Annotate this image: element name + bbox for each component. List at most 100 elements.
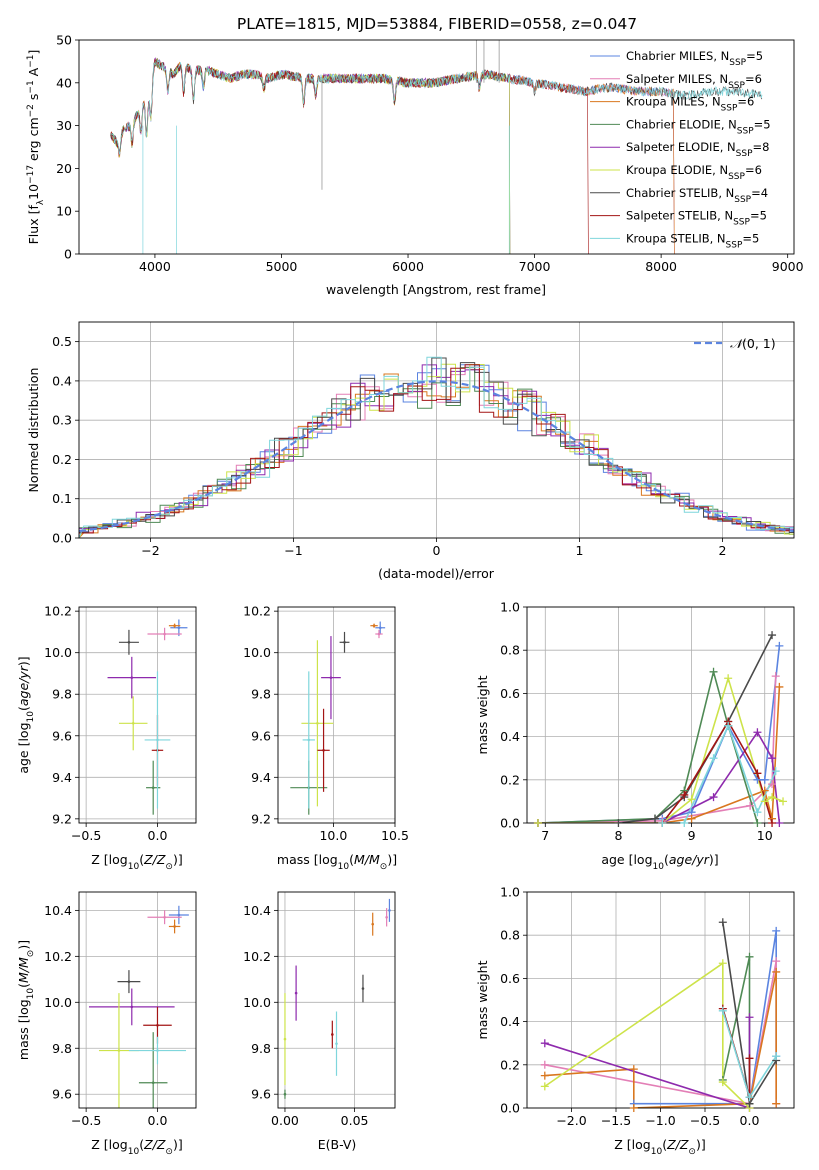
plot-area xyxy=(88,905,189,1108)
plot-area xyxy=(107,619,188,815)
x-tick-label: 5000 xyxy=(266,259,298,274)
y-tick-label: 0.8 xyxy=(500,928,520,943)
x-axis-label: Z [log10(Z/Z⊙)] xyxy=(614,1137,705,1157)
y-tick-label: 0.2 xyxy=(500,772,520,787)
x-tick-label: 9 xyxy=(688,828,696,843)
point-marker xyxy=(117,1049,121,1052)
y-tick-label: 9.4 xyxy=(52,770,72,785)
plus-marker xyxy=(724,674,733,683)
plus-marker xyxy=(540,1039,549,1048)
plus-marker xyxy=(768,631,777,640)
legend-entry: Salpeter ELODIE, NSSP=8 xyxy=(626,140,769,159)
legend-entry: Kroupa MILES, NSSP=6 xyxy=(626,95,754,114)
y-tick-label: 10.4 xyxy=(243,903,271,918)
y-tick-label: 9.2 xyxy=(52,811,72,826)
point-marker xyxy=(156,1049,159,1052)
plus-marker xyxy=(768,793,777,802)
spectrum-line xyxy=(110,61,511,254)
x-tick-label: −2 xyxy=(141,543,159,558)
y-tick-label: 10 xyxy=(56,204,72,219)
y-tick-label: 10.0 xyxy=(44,645,72,660)
plus-marker xyxy=(753,769,762,778)
x-axis-label: Z [log10(Z/Z⊙)] xyxy=(91,1137,182,1157)
x-tick-label: 8 xyxy=(614,828,622,843)
plus-marker xyxy=(760,797,769,806)
ticks: −0.5 0.0 9.6 9.8 10.0 10.2 10.4 xyxy=(44,903,167,1128)
grid xyxy=(527,606,794,824)
point-marker xyxy=(294,991,298,995)
plus-marker xyxy=(745,1013,754,1022)
y-tick-label: 0.2 xyxy=(52,452,72,467)
point-marker xyxy=(130,676,134,679)
point-marker xyxy=(385,915,388,919)
x-axis-label: (data-model)/error xyxy=(378,566,495,581)
plus-marker xyxy=(772,1099,781,1108)
panel-mass-vs-ebv: 0.00 0.05 9.6 9.8 10.0 10.2 10.4 xyxy=(243,891,396,1128)
legend-entry: 𝒩(0, 1) xyxy=(730,336,776,351)
plus-marker xyxy=(709,754,718,763)
y-tick-label: 0.0 xyxy=(500,816,520,831)
plus-marker xyxy=(629,1104,638,1112)
grid xyxy=(79,892,196,1108)
plus-marker xyxy=(687,814,696,823)
x-axis-label: E(B-V) xyxy=(318,1137,357,1152)
y-tick-label: 0.8 xyxy=(500,643,520,658)
x-tick-label: 0.00 xyxy=(271,1113,299,1128)
plus-marker xyxy=(745,952,754,961)
point-marker xyxy=(156,738,159,742)
y-tick-label: 9.8 xyxy=(52,687,72,702)
point-marker xyxy=(156,1023,159,1027)
legend-entry: Chabrier ELODIE, NSSP=5 xyxy=(626,117,771,136)
x-tick-label: 2 xyxy=(719,543,727,558)
x-tick-label: 0.0 xyxy=(148,828,168,843)
x-tick-label: 6000 xyxy=(392,259,424,274)
ticks: 0.00 0.05 9.6 9.8 10.0 10.2 10.4 xyxy=(243,903,368,1128)
figure-title: PLATE=1815, MJD=53884, FIBERID=0558, z=0… xyxy=(237,15,637,33)
spectrum-line xyxy=(110,59,763,155)
point-marker xyxy=(130,1005,134,1009)
y-tick-label: 9.6 xyxy=(52,1087,72,1102)
x-tick-label: 0.05 xyxy=(341,1113,369,1128)
grid xyxy=(278,607,396,823)
plus-marker xyxy=(772,957,781,966)
x-axis-label: Z [log10(Z/Z⊙)] xyxy=(91,852,182,872)
y-axis-label: mass weight xyxy=(475,960,490,1039)
x-axis-label: mass [log10(M/M⊙)] xyxy=(277,852,397,872)
grid xyxy=(278,892,395,1108)
plus-marker xyxy=(760,786,769,795)
plus-marker xyxy=(718,1078,727,1087)
y-tick-label: 9.6 xyxy=(251,728,271,743)
spectrum-line xyxy=(110,57,511,254)
y-tick-label: 9.6 xyxy=(251,1087,271,1102)
y-tick-label: 10.2 xyxy=(243,604,271,619)
point-marker xyxy=(316,722,319,725)
point-marker xyxy=(151,1081,155,1085)
y-axis-label: mass weight xyxy=(475,675,490,754)
y-axis-label: age [log10(age/yr)] xyxy=(16,656,36,773)
point-marker xyxy=(371,922,375,926)
x-tick-label: 8000 xyxy=(645,259,677,274)
plus-marker xyxy=(745,1054,754,1063)
spectrum-line xyxy=(110,57,511,254)
x-tick-label: 0 xyxy=(433,543,441,558)
point-marker xyxy=(388,909,391,912)
plus-marker xyxy=(629,1065,638,1074)
x-tick-label: −1 xyxy=(284,543,302,558)
point-marker xyxy=(361,987,365,990)
axes-frame xyxy=(277,891,396,1109)
point-marker xyxy=(131,722,135,725)
plus-marker xyxy=(753,819,762,827)
y-tick-label: 10.0 xyxy=(243,995,271,1010)
x-tick-label: 9000 xyxy=(772,259,804,274)
ticks: −0.5 0.0 9.2 9.4 9.6 9.8 10.0 10.2 xyxy=(44,604,167,843)
plus-marker xyxy=(775,819,784,827)
plus-marker xyxy=(651,814,660,823)
ticks: −2.0 −1.5 −1.0 −0.5 0.0 0.0 0.2 0.4 0.6 0.8 1.0 xyxy=(500,885,759,1129)
x-tick-label: 10.0 xyxy=(319,828,347,843)
y-tick-label: 50 xyxy=(56,33,72,48)
panel-age-vs-mass: 10.0 10.5 9.2 9.4 9.6 9.8 10.0 10.2 xyxy=(243,604,409,843)
plus-marker xyxy=(709,667,718,676)
y-tick-label: 9.6 xyxy=(52,728,72,743)
y-tick-label: 1.0 xyxy=(500,885,520,900)
axes-frame xyxy=(78,891,197,1109)
